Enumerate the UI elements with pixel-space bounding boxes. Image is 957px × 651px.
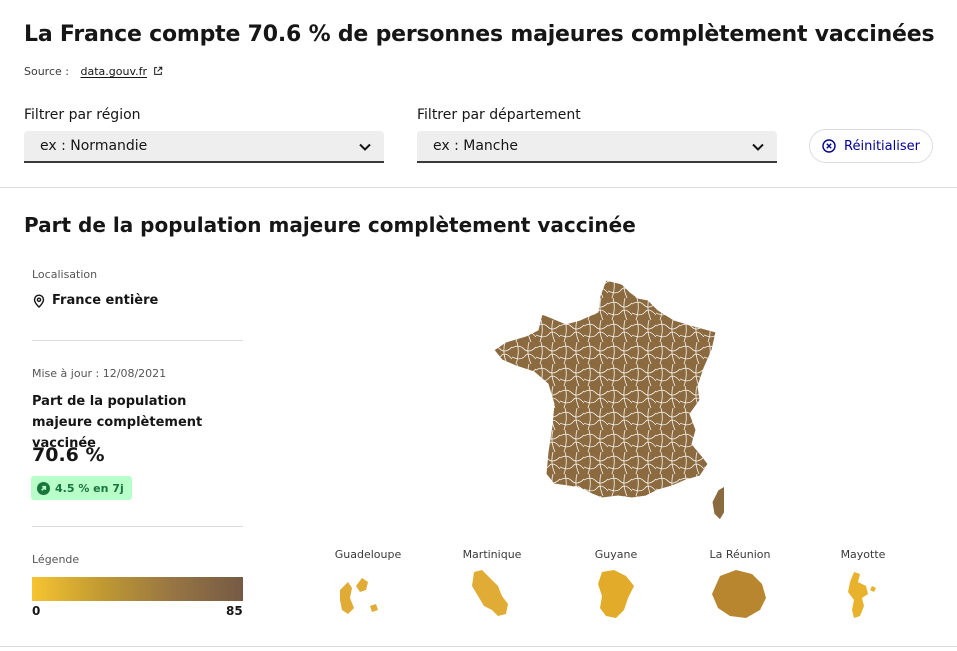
close-circle-icon [822,139,836,153]
territory-label-guadeloupe: Guadeloupe [334,548,402,561]
legend-max: 85 [226,604,243,618]
source-label: Source : [24,65,69,78]
section-title: Part de la population majeure complèteme… [24,213,636,237]
region-select[interactable]: ex : Normandie [24,131,384,163]
source-line: Source : data.gouv.fr [24,65,163,78]
territory-label-mayotte: Mayotte [840,548,886,561]
legend-label: Légende [32,553,80,566]
arrow-up-right-icon [37,481,50,495]
guyane-map[interactable] [594,568,638,622]
location-row: France entière [32,293,158,308]
reset-button-label: Réinitialiser [844,138,920,154]
sidebar-divider [32,526,243,527]
kpi-label: Part de la population majeure complèteme… [32,394,203,451]
external-link-icon [153,66,162,75]
territory-label-guyane: Guyane [594,548,638,561]
france-mainland[interactable] [493,279,717,499]
sidebar-divider [32,340,243,341]
bottom-divider [0,646,957,647]
region-select-value: ex : Normandie [40,138,148,154]
trend-badge: 4.5 % en 7j [31,476,132,500]
legend-min: 0 [32,604,41,618]
location-label: Localisation [32,268,98,281]
location-value: France entière [52,293,159,308]
mayotte-map[interactable] [842,568,884,622]
department-select-value: ex : Manche [433,138,518,154]
chevron-down-icon [752,143,764,151]
source-link[interactable]: data.gouv.fr [80,65,147,78]
france-map[interactable] [488,276,724,526]
legend-gradient [32,577,243,601]
section-divider [0,187,957,188]
territory-label-martinique: Martinique [462,548,522,561]
reset-button[interactable]: Réinitialiser [809,129,933,163]
guadeloupe-map[interactable] [336,568,386,620]
chevron-down-icon [359,143,371,151]
department-select[interactable]: ex : Manche [417,131,777,163]
update-date: Mise à jour : 12/08/2021 [32,367,167,380]
martinique-map[interactable] [468,568,516,620]
trend-value: 4.5 % en 7j [55,481,124,495]
reunion-map[interactable] [710,568,768,620]
territory-label-reunion: La Réunion [709,548,771,561]
kpi-value: 70.6 % [32,444,105,466]
map-pin-icon [33,294,45,308]
page-title: La France compte 70.6 % de personnes maj… [24,22,935,47]
region-filter-label: Filtrer par région [24,107,141,123]
corsica[interactable] [711,484,724,521]
department-filter-label: Filtrer par département [417,107,581,123]
